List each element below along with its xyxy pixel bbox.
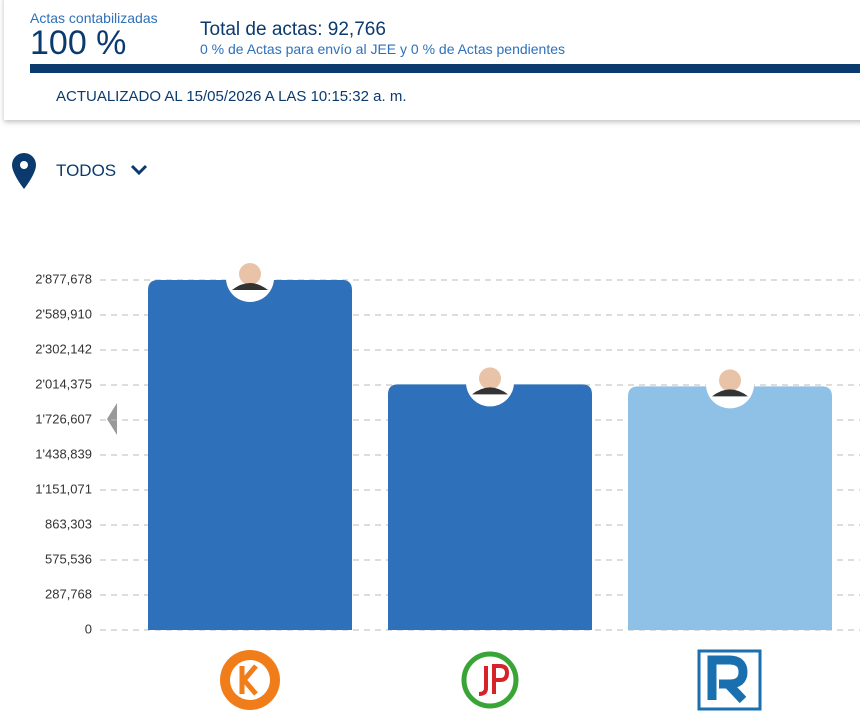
logo-jp	[461, 651, 519, 709]
y-tick-label: 1'438,839	[35, 446, 92, 461]
candidate-body	[712, 389, 748, 397]
y-tick-label: 2'589,910	[35, 306, 92, 321]
chevron[interactable]	[130, 164, 148, 176]
pin-icon	[12, 153, 36, 189]
scroll-arrow[interactable]	[107, 403, 117, 435]
filter-label[interactable]: TODOS	[56, 161, 117, 180]
candidate-body	[232, 283, 268, 290]
logo-r	[697, 649, 762, 711]
subtotal: 0 % de Actas para envío al JEE y 0 % de …	[200, 41, 566, 57]
y-tick-label: 0	[85, 621, 92, 636]
y-tick-label: 1'726,607	[35, 411, 92, 426]
total-actas: Total de actas: 92,766	[200, 19, 386, 40]
y-tick-label: 287,768	[45, 586, 92, 601]
candidate-head	[239, 263, 261, 285]
candidate-body	[472, 387, 508, 395]
y-tick-label: 2'302,142	[35, 341, 92, 356]
updated: ACTUALIZADO AL 15/05/2026 A LAS 10:15:32…	[56, 88, 407, 105]
bar	[148, 280, 352, 630]
bar	[388, 384, 592, 630]
candidate-head	[479, 367, 501, 390]
y-tick-label: 575,536	[45, 551, 92, 566]
y-tick-label: 1'151,071	[35, 481, 92, 496]
y-tick-label: 2'014,375	[35, 376, 92, 391]
progress-label: Actas contabilizadas	[30, 10, 158, 26]
bar	[628, 386, 832, 630]
progress-bar	[30, 64, 860, 73]
pin-hole	[20, 161, 28, 169]
candidate-head	[719, 369, 741, 392]
y-tick-label: 2'877,678	[35, 271, 92, 286]
y-tick-label: 863,303	[45, 516, 92, 531]
progress-value: 100 %	[30, 24, 127, 62]
summary-panel	[4, 0, 860, 120]
logo-k	[220, 650, 280, 710]
